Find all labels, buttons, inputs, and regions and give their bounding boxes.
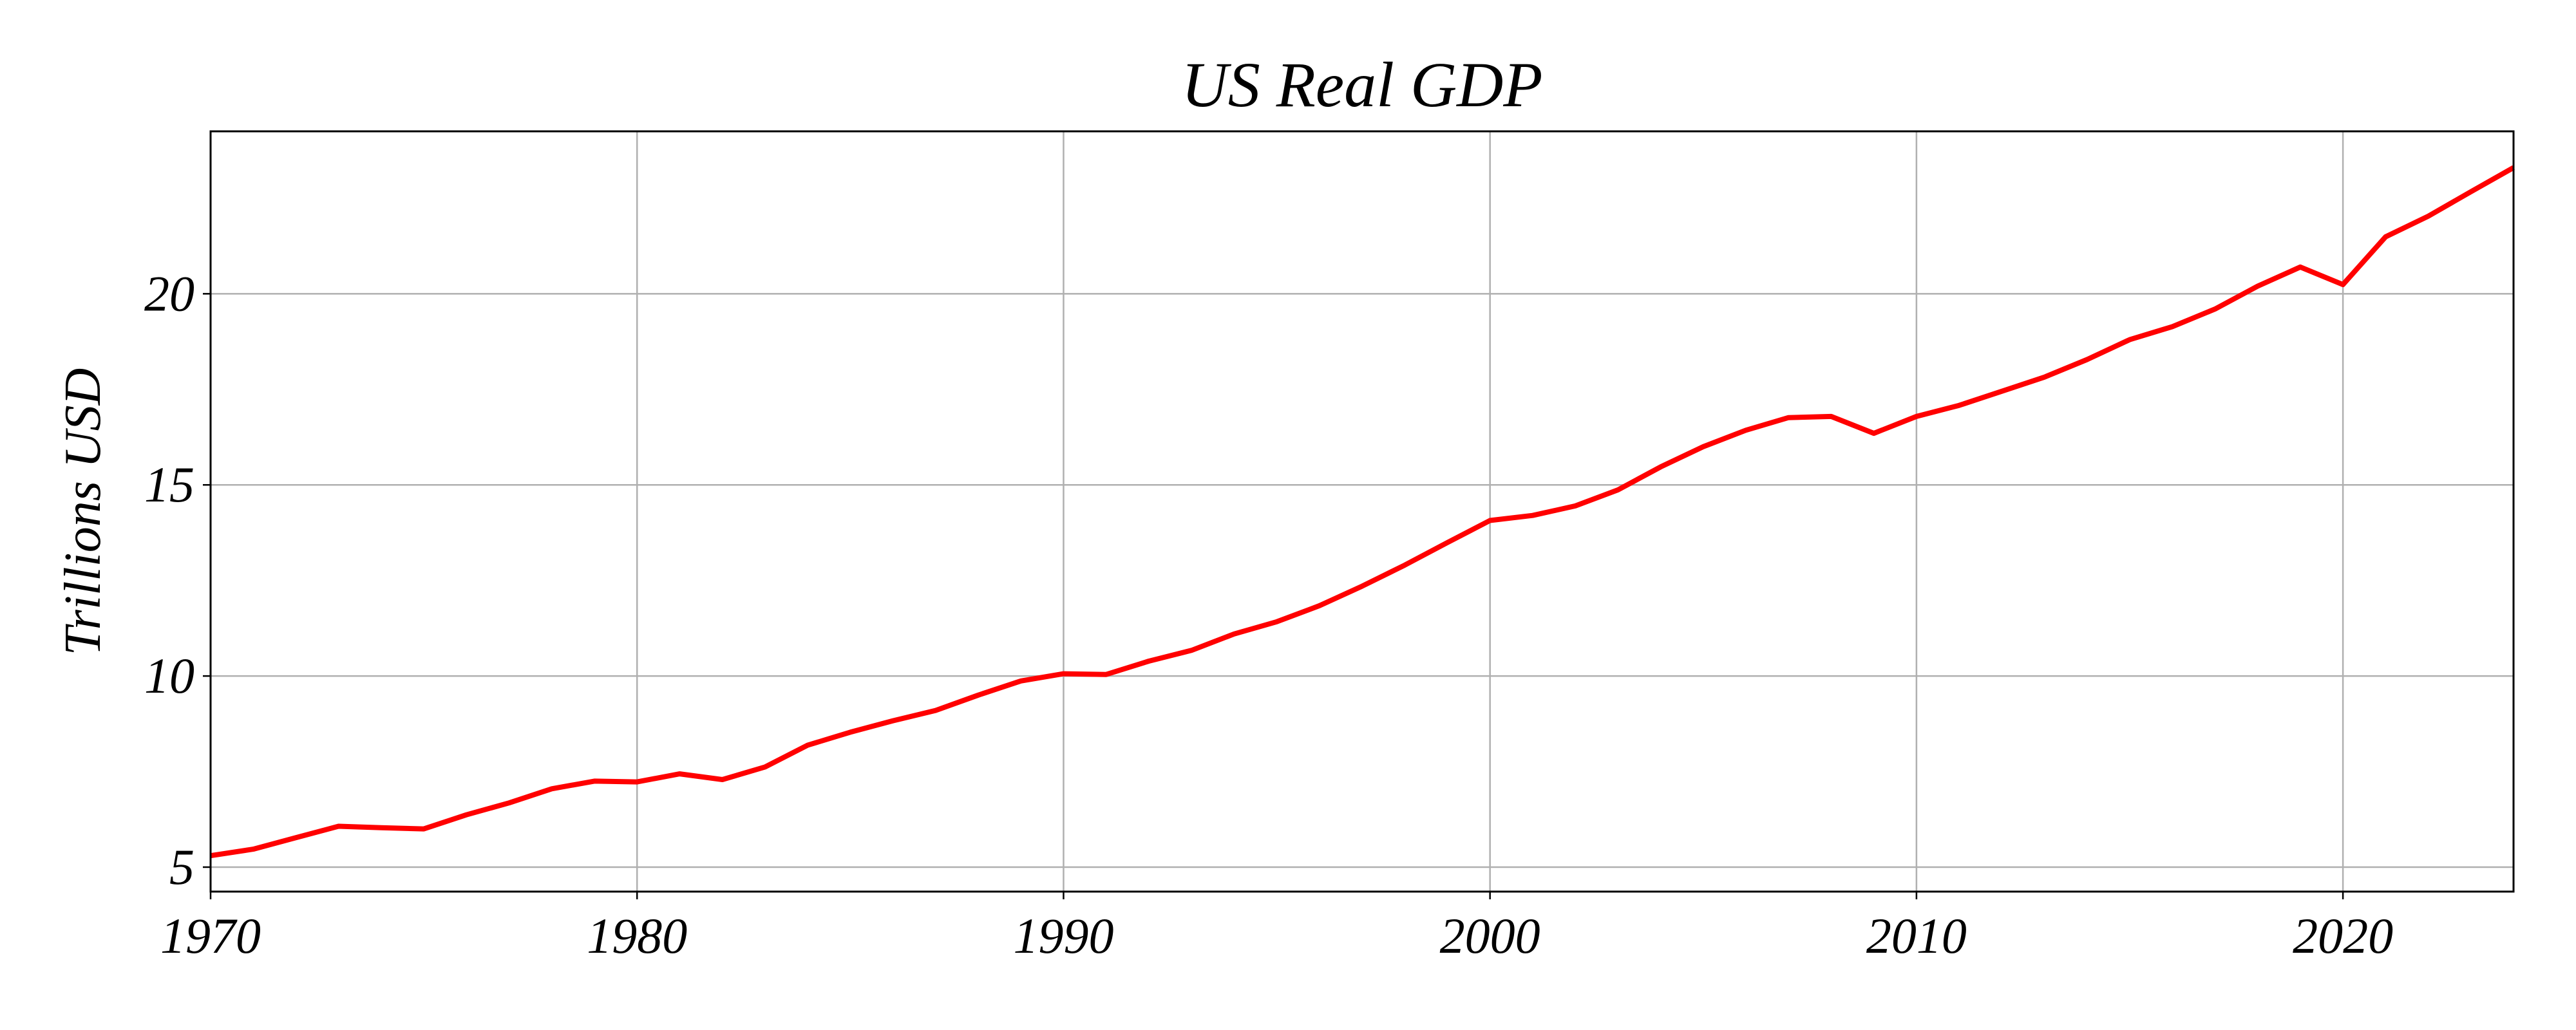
y-tick-label: 10 bbox=[144, 648, 194, 704]
ticks: 1970 1980 1990 2000 2010 2020 5 10 15 20 bbox=[144, 265, 2393, 964]
x-tick-label: 1980 bbox=[587, 908, 687, 964]
y-tick-label: 5 bbox=[169, 839, 194, 895]
y-tick-label: 15 bbox=[144, 456, 194, 512]
x-tick-label: 1970 bbox=[160, 908, 261, 964]
x-tick-label: 2000 bbox=[1440, 908, 1540, 964]
y-axis-label: Trillions USD bbox=[55, 368, 111, 656]
series-layer bbox=[210, 165, 2515, 859]
x-tick-label: 1990 bbox=[1013, 908, 1113, 964]
x-tick-label: 2010 bbox=[1866, 908, 1967, 964]
series-line-gdp bbox=[210, 165, 2515, 859]
y-tick-label: 20 bbox=[144, 265, 194, 321]
plot-frame bbox=[209, 130, 2515, 893]
x-tick-label: 2020 bbox=[2293, 908, 2393, 964]
chart-title: US Real GDP bbox=[1182, 49, 1543, 120]
grid bbox=[209, 131, 2514, 892]
